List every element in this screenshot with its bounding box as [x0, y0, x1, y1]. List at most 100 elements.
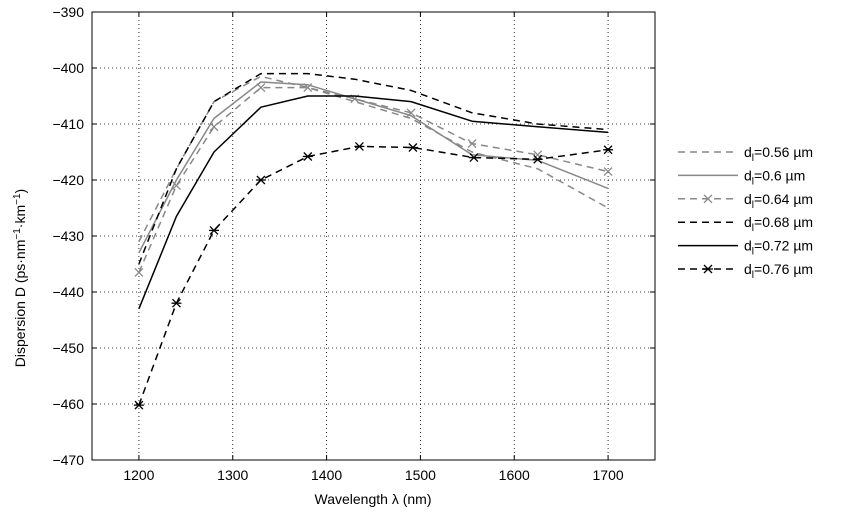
x-tick-label: 1300: [217, 467, 248, 483]
marker-stroke: [209, 122, 219, 132]
y-axis-label: Dispersion D (ps·nm−1·km−1): [12, 189, 28, 367]
legend-label-sub: l: [752, 200, 754, 211]
y-tick-label: −420: [52, 172, 84, 188]
legend-label: dl=0.56 µm: [744, 144, 813, 164]
x-tick-label: 1200: [123, 467, 154, 483]
data-point-marker: [354, 141, 365, 151]
series-line: [138, 81, 609, 254]
series-5: [138, 95, 609, 310]
grid: [92, 11, 655, 461]
legend-entry-6: dl=0.76 µm: [678, 261, 813, 281]
data-point-marker: [603, 145, 614, 155]
legend-label: dl=0.6 µm: [744, 167, 805, 187]
marker-stroke: [256, 83, 266, 93]
legend-entry-4: dl=0.68 µm: [678, 214, 813, 234]
x-axis-label: Wavelength λ (nm): [315, 491, 432, 507]
y-tick-label: −410: [52, 116, 84, 132]
y-tick-label: −440: [52, 284, 84, 300]
legend-label-prefix: d: [744, 191, 752, 207]
data-point-marker: [208, 225, 219, 235]
legend-label-sub: l: [752, 153, 754, 164]
x-tick-label: 1400: [311, 467, 342, 483]
x-tick-label: 1600: [499, 467, 530, 483]
marker-stroke: [134, 267, 144, 277]
marker-stroke: [703, 194, 713, 204]
data-point-marker: [256, 83, 266, 93]
legend-entry-1: dl=0.56 µm: [678, 144, 813, 164]
series-line: [138, 72, 609, 265]
series-6: [133, 141, 614, 410]
marker-stroke: [171, 181, 181, 191]
series-line: [138, 95, 609, 310]
y-tick-label: −430: [52, 228, 84, 244]
data-point-marker: [532, 154, 543, 164]
legend-label-value: =0.64 µm: [754, 191, 813, 207]
legend-label-value: =0.6 µm: [754, 167, 805, 183]
x-tick-labels: 1200 1300 1400 1500 1600 1700: [123, 467, 624, 483]
legend-label: dl=0.72 µm: [744, 238, 813, 258]
marker-stroke: [467, 139, 477, 149]
legend-label: dl=0.68 µm: [744, 214, 813, 234]
legend-label-sub: l: [752, 270, 754, 281]
x-tick-label: 1500: [405, 467, 436, 483]
series-line: [138, 75, 609, 242]
legend-marker: [703, 194, 713, 204]
y-axis-label-sup1: −1: [12, 228, 23, 240]
data-point-marker: [209, 122, 219, 132]
series-1: [138, 75, 609, 242]
data-point-marker: [171, 298, 182, 308]
legend-label-prefix: d: [744, 238, 752, 254]
y-axis-label-sup2: −1: [12, 193, 23, 205]
data-point-marker: [255, 175, 266, 185]
legend-label-sub: l: [752, 223, 754, 234]
legend-label-value: =0.72 µm: [754, 238, 813, 254]
marker-stroke: [603, 167, 613, 177]
legend-label-prefix: d: [744, 167, 752, 183]
y-axis-label-end: ): [12, 189, 28, 194]
data-point-marker: [303, 83, 313, 93]
legend-label-value: =0.76 µm: [754, 261, 813, 277]
y-tick-label: −400: [52, 60, 84, 76]
legend-marker: [703, 264, 713, 274]
legend-label-sub: l: [752, 247, 754, 258]
y-tick-labels: −470 −460 −450 −440 −430 −420 −410 −400 −390: [52, 4, 84, 468]
marker-stroke: [406, 108, 416, 118]
legend-label-value: =0.68 µm: [754, 214, 813, 230]
series-line: [138, 145, 609, 406]
y-tick-label: −470: [52, 452, 84, 468]
y-tick-label: −450: [52, 340, 84, 356]
data-point-marker: [468, 153, 479, 163]
legend-entry-3: dl=0.64 µm: [678, 191, 813, 211]
data-point-marker: [603, 167, 613, 177]
marker-stroke: [303, 83, 313, 93]
legend-entry-5: dl=0.72 µm: [678, 238, 813, 258]
legend-label-sub: l: [752, 176, 754, 187]
data-point-marker: [171, 181, 181, 191]
series-3: [134, 83, 613, 277]
y-tick-label: −390: [52, 4, 84, 20]
axis-ticks: [92, 11, 655, 461]
y-axis-label-main: Dispersion D (ps·nm: [12, 240, 28, 368]
series-4: [138, 72, 609, 265]
legend-label: dl=0.64 µm: [744, 191, 813, 211]
legend-label: dl=0.76 µm: [744, 261, 813, 281]
data-point-marker: [133, 400, 144, 410]
series-layer: [133, 72, 614, 410]
data-point-marker: [407, 143, 418, 152]
series-line: [138, 86, 609, 273]
legend-label-prefix: d: [744, 261, 752, 277]
x-tick-label: 1700: [593, 467, 624, 483]
data-point-marker: [134, 267, 144, 277]
data-point-marker: [467, 139, 477, 149]
legend-label-value: =0.56 µm: [754, 144, 813, 160]
legend-label-prefix: d: [744, 214, 752, 230]
y-axis-label-mid: ·km: [12, 205, 28, 228]
data-point-marker: [406, 108, 416, 118]
data-point-marker: [302, 152, 313, 161]
legend-entry-2: dl=0.6 µm: [678, 167, 805, 187]
legend-label-prefix: d: [744, 144, 752, 160]
series-2: [138, 81, 609, 254]
y-tick-label: −460: [52, 396, 84, 412]
